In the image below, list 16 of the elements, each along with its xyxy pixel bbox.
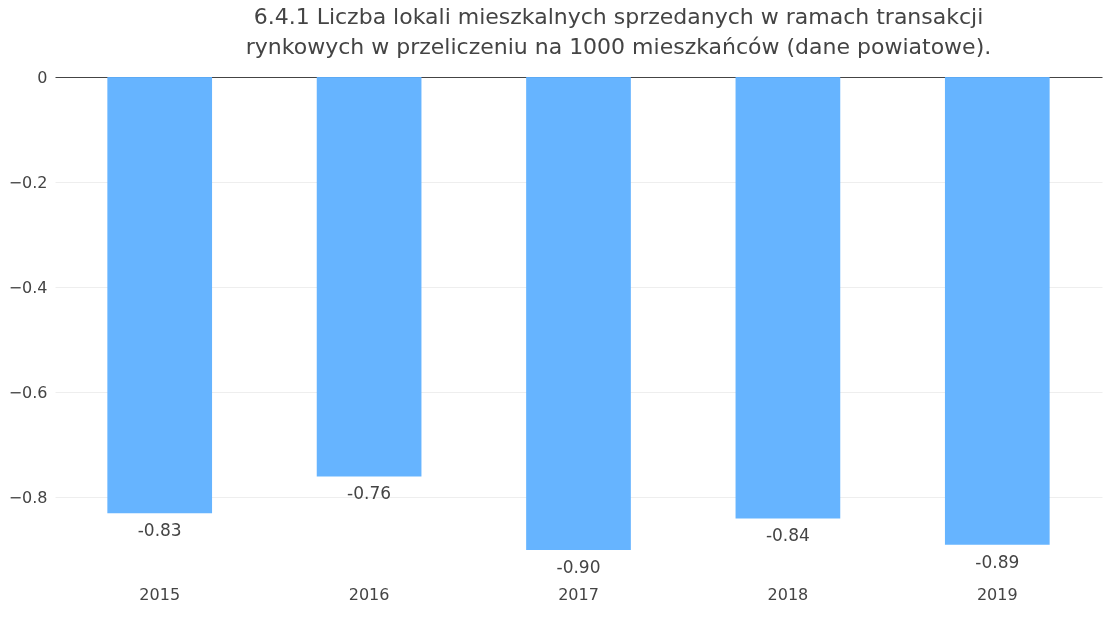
x-tick-label: 2015 [139, 584, 181, 604]
y-tick-label: −0.2 [8, 172, 48, 192]
data-label: -0.89 [975, 551, 1020, 572]
x-tick-label: 2017 [558, 584, 599, 604]
x-tick-label: 2018 [767, 584, 809, 604]
y-tick-label: −0.8 [8, 487, 48, 507]
data-label: -0.83 [137, 520, 182, 541]
y-tick-label: −0.6 [8, 382, 48, 402]
y-tick-label: −0.4 [8, 277, 48, 297]
x-tick-label: 2016 [348, 584, 390, 604]
y-tick-label: 0 [37, 67, 48, 87]
chart-title: 6.4.1 Liczba lokali mieszkalnych sprzedanych w ramach transakcji rynkowych w przeliczeniu na 1000 mieszkańców (dane powiatowe). [245, 4, 992, 59]
data-label: -0.76 [347, 483, 392, 504]
x-tick-label: 2019 [976, 584, 1018, 604]
data-label: -0.90 [556, 557, 601, 577]
data-label: -0.84 [765, 525, 810, 546]
